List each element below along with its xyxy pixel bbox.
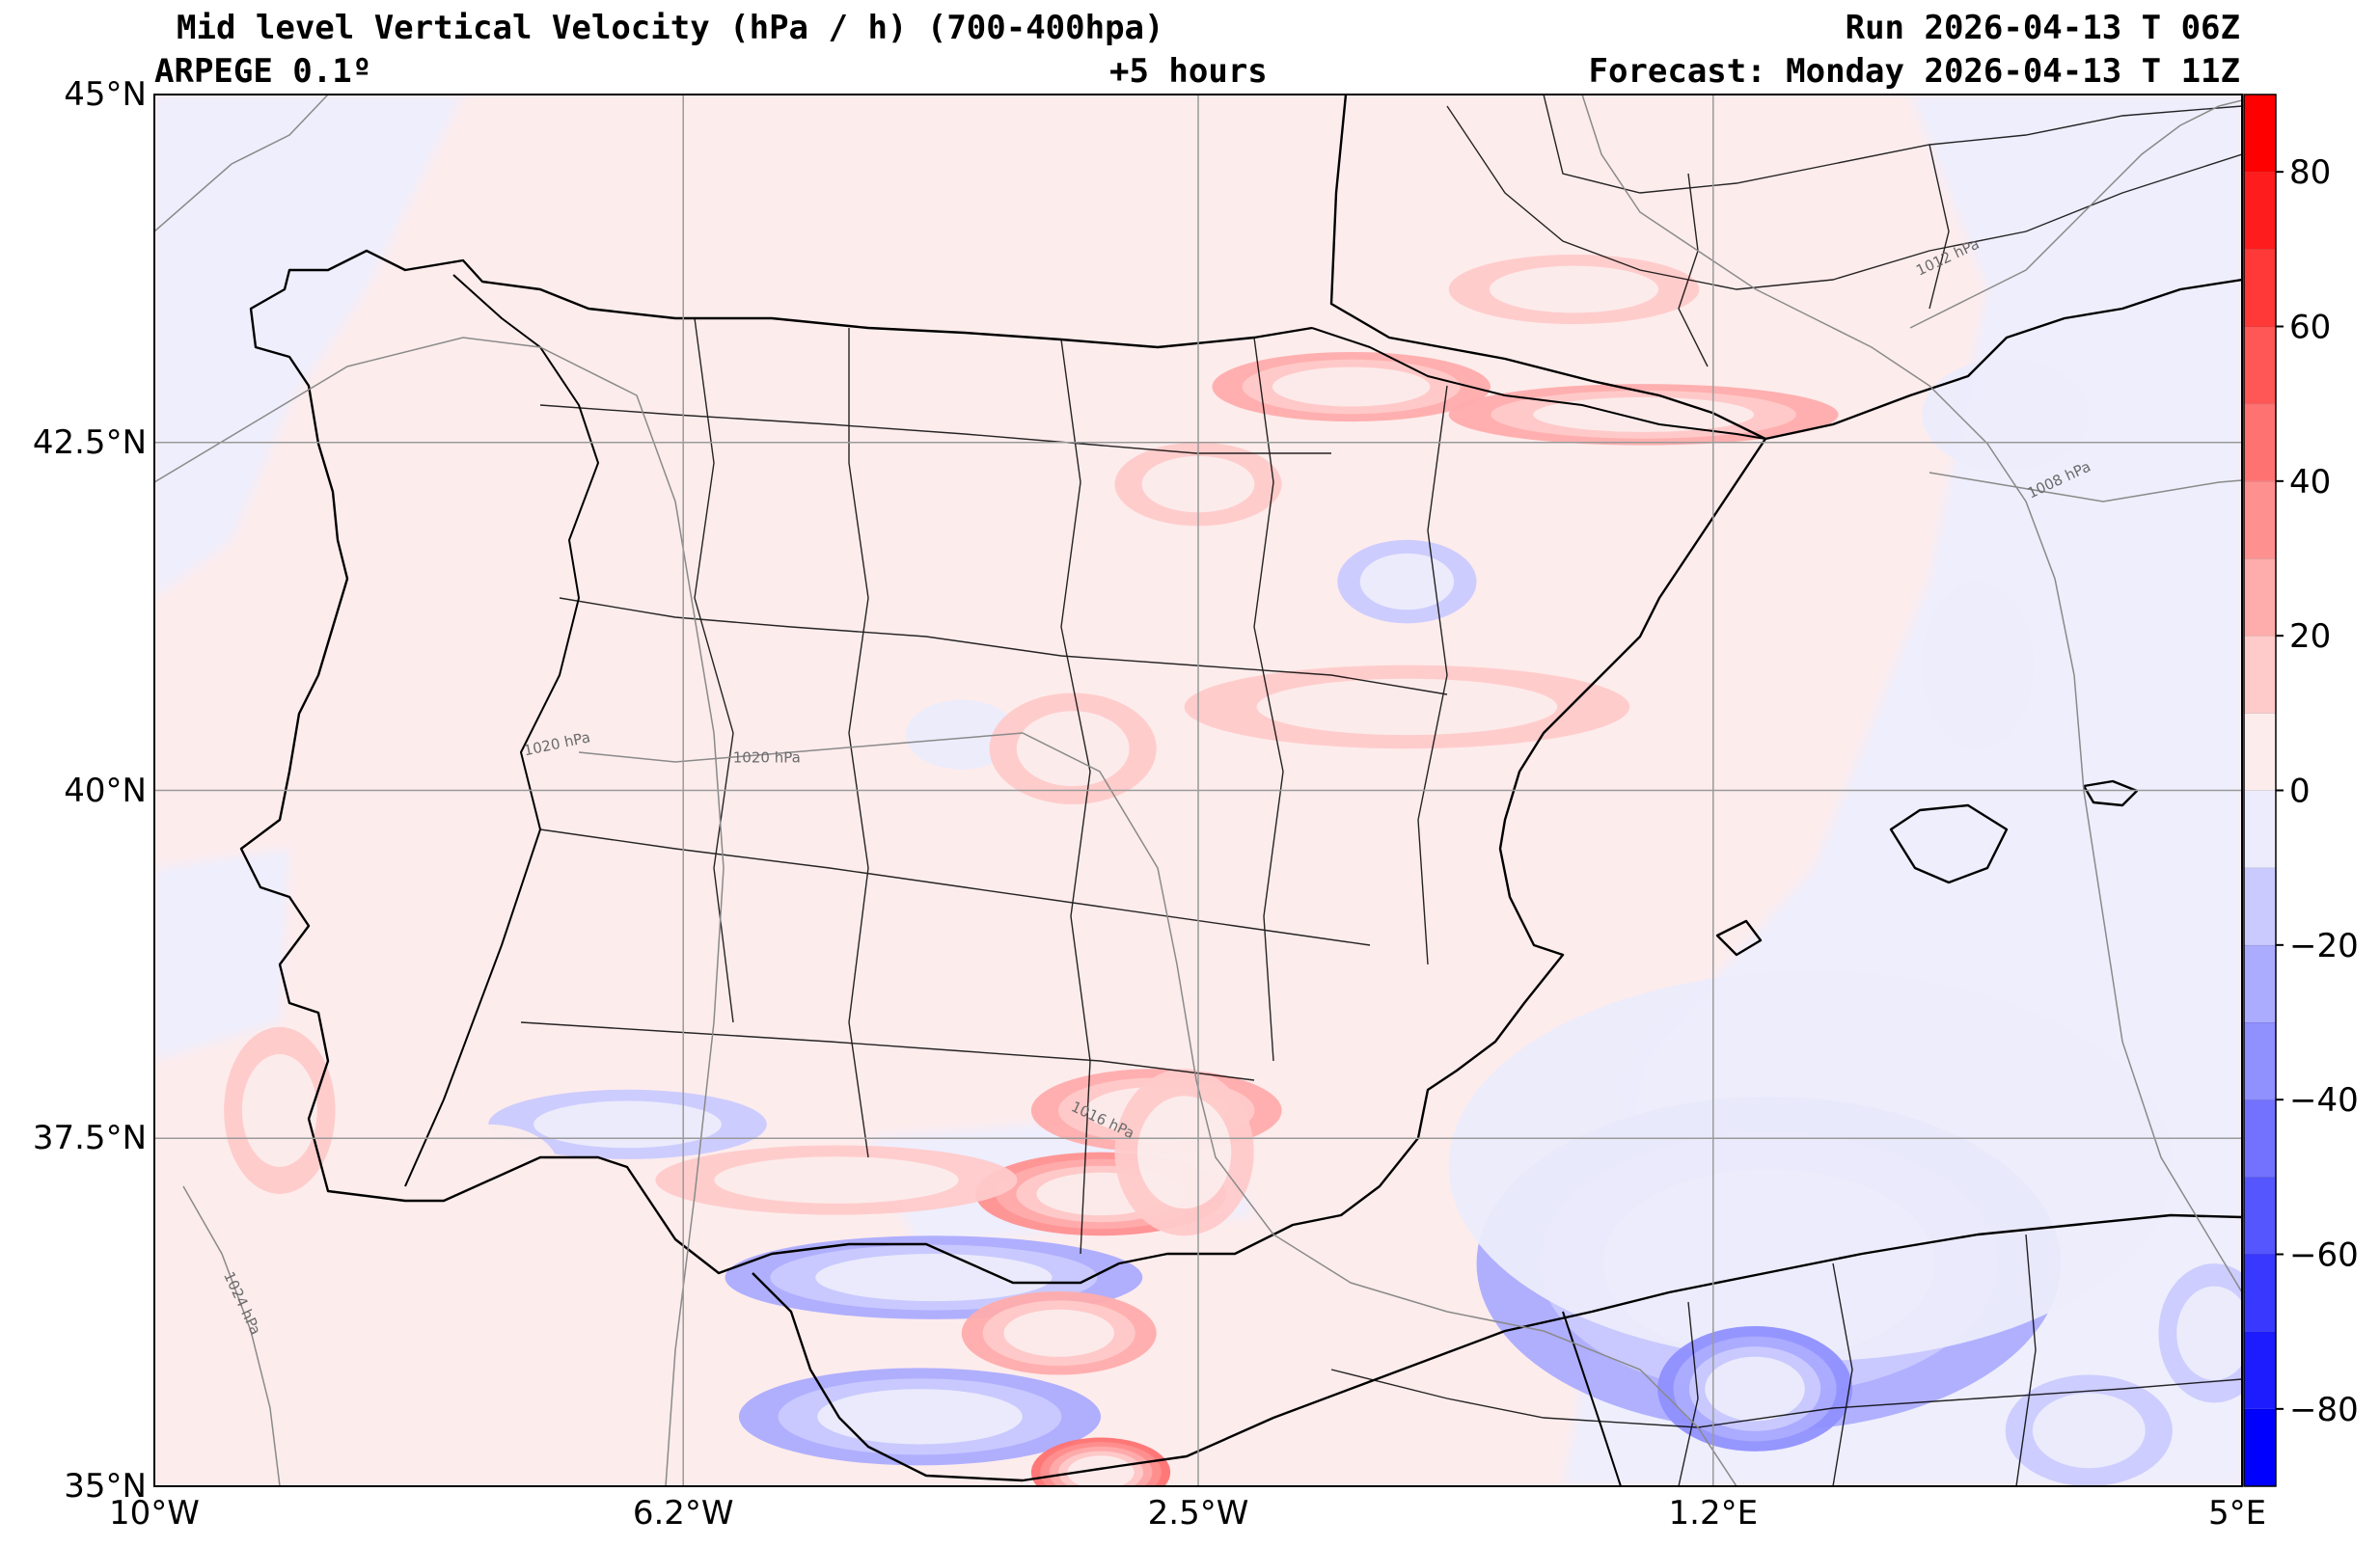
iberia-coastline xyxy=(239,95,1767,1285)
ascent-contour xyxy=(1922,582,2034,749)
colorbar-segment xyxy=(2244,326,2276,404)
colorbar-segment xyxy=(2244,636,2276,714)
ascent-contour xyxy=(1359,553,1455,611)
lon-tick-label: 1.2°E xyxy=(1668,1494,1759,1533)
colorbar-tick-label: 0 xyxy=(2289,773,2311,811)
chart-title: Mid level Vertical Velocity (hPa / h) (7… xyxy=(177,9,1164,47)
colorbar-segment xyxy=(2244,1408,2276,1486)
colorbar-segment xyxy=(2244,480,2276,558)
ascent-contour xyxy=(2032,1393,2146,1469)
colorbar-tick-label: 80 xyxy=(2289,153,2331,192)
colorbar-tick-label: 60 xyxy=(2289,309,2331,347)
weak-ascent-area xyxy=(154,849,289,1061)
lat-tick-label: 37.5°N xyxy=(32,1119,147,1158)
descent-contour xyxy=(1256,678,1558,736)
forecast-valid-time: Forecast: Monday 2026-04-13 T 11Z xyxy=(1588,52,2240,91)
colorbar-segment xyxy=(2244,95,2276,173)
colorbar-segment xyxy=(2244,713,2276,791)
colorbar-segment xyxy=(2244,1099,2276,1178)
colorbar-segment xyxy=(2244,1177,2276,1255)
france-coastline xyxy=(1764,278,2242,441)
morocco-algeria-border xyxy=(1562,1311,1622,1486)
model-name: ARPEGE 0.1º xyxy=(154,52,372,91)
ascent-contour xyxy=(2176,1286,2242,1380)
province-borders xyxy=(520,95,2242,1486)
lon-tick-label: 5°E xyxy=(2207,1494,2267,1533)
gridlines xyxy=(154,95,2242,1486)
plot-frame xyxy=(153,94,2243,1487)
colorbar-segment xyxy=(2244,867,2276,945)
colorbar-segment xyxy=(2244,1331,2276,1409)
isobars xyxy=(154,95,2242,1486)
colorbar-segment xyxy=(2244,403,2276,481)
colorbar-tick-label: −40 xyxy=(2289,1081,2359,1120)
descent-contour xyxy=(1156,762,1380,875)
descent-contour xyxy=(1272,366,1431,407)
ibiza xyxy=(1715,919,1763,957)
descent-contour xyxy=(1136,1096,1232,1209)
descent-contour xyxy=(714,1156,959,1204)
ascent-contour xyxy=(906,699,1018,770)
colorbar-tick-label: −80 xyxy=(2289,1391,2359,1429)
portugal-spain-border xyxy=(404,274,599,1187)
lon-tick-label: 2.5°W xyxy=(1147,1494,1249,1533)
lat-tick-label: 40°N xyxy=(64,771,147,810)
lon-tick-label: 6.2°W xyxy=(632,1494,734,1533)
colorbar-segment xyxy=(2244,172,2276,250)
descent-contour xyxy=(419,1124,559,1208)
mallorca xyxy=(1889,803,2009,884)
colorbar-tick-label: −20 xyxy=(2289,927,2359,965)
descent-contour xyxy=(241,1053,317,1167)
colorbar-segment xyxy=(2244,558,2276,637)
ascent-contour xyxy=(533,1100,722,1149)
france-spain-border xyxy=(1311,327,1766,440)
colorbar: −80 −60 −40 −20 0 20 40 60 80 xyxy=(2243,94,2359,1487)
lat-tick-label: 35°N xyxy=(64,1467,147,1506)
ascent-contour xyxy=(815,1254,1053,1302)
africa-coastline xyxy=(752,1213,2242,1482)
ascent-contour xyxy=(1922,359,2090,471)
ascent-contour xyxy=(817,1389,1023,1445)
colorbar-tick-label: 20 xyxy=(2289,617,2331,656)
colorbar-segment xyxy=(2244,249,2276,327)
weak-ascent-area xyxy=(154,95,463,598)
run-time: Run 2026-04-13 T 06Z xyxy=(1845,9,2240,47)
descent-contour xyxy=(1016,711,1130,787)
isobar-label: 1020 hPa xyxy=(733,749,801,767)
descent-contour xyxy=(1489,265,1659,313)
colorbar-segment xyxy=(2244,790,2276,868)
colorbar-segment xyxy=(2244,1254,2276,1332)
ascent-contour xyxy=(1448,971,2173,1362)
colorbar-tick-label: −60 xyxy=(2289,1236,2359,1275)
coastline-and-borders xyxy=(239,95,2242,1486)
descent-contour xyxy=(1003,1309,1114,1357)
lon-tick-label: 10°W xyxy=(109,1494,200,1533)
colorbar-tick-label: 40 xyxy=(2289,463,2331,502)
colorbar-segment xyxy=(2244,1022,2276,1100)
lat-tick-label: 45°N xyxy=(64,75,147,114)
forecast-lead: +5 hours xyxy=(1109,52,1268,91)
lat-tick-label: 42.5°N xyxy=(32,422,147,462)
ascent-contour xyxy=(1705,1356,1805,1422)
colorbar-segment xyxy=(2244,944,2276,1022)
menorca xyxy=(2082,779,2139,807)
descent-contour xyxy=(1067,1455,1135,1486)
descent-contour xyxy=(808,909,948,979)
